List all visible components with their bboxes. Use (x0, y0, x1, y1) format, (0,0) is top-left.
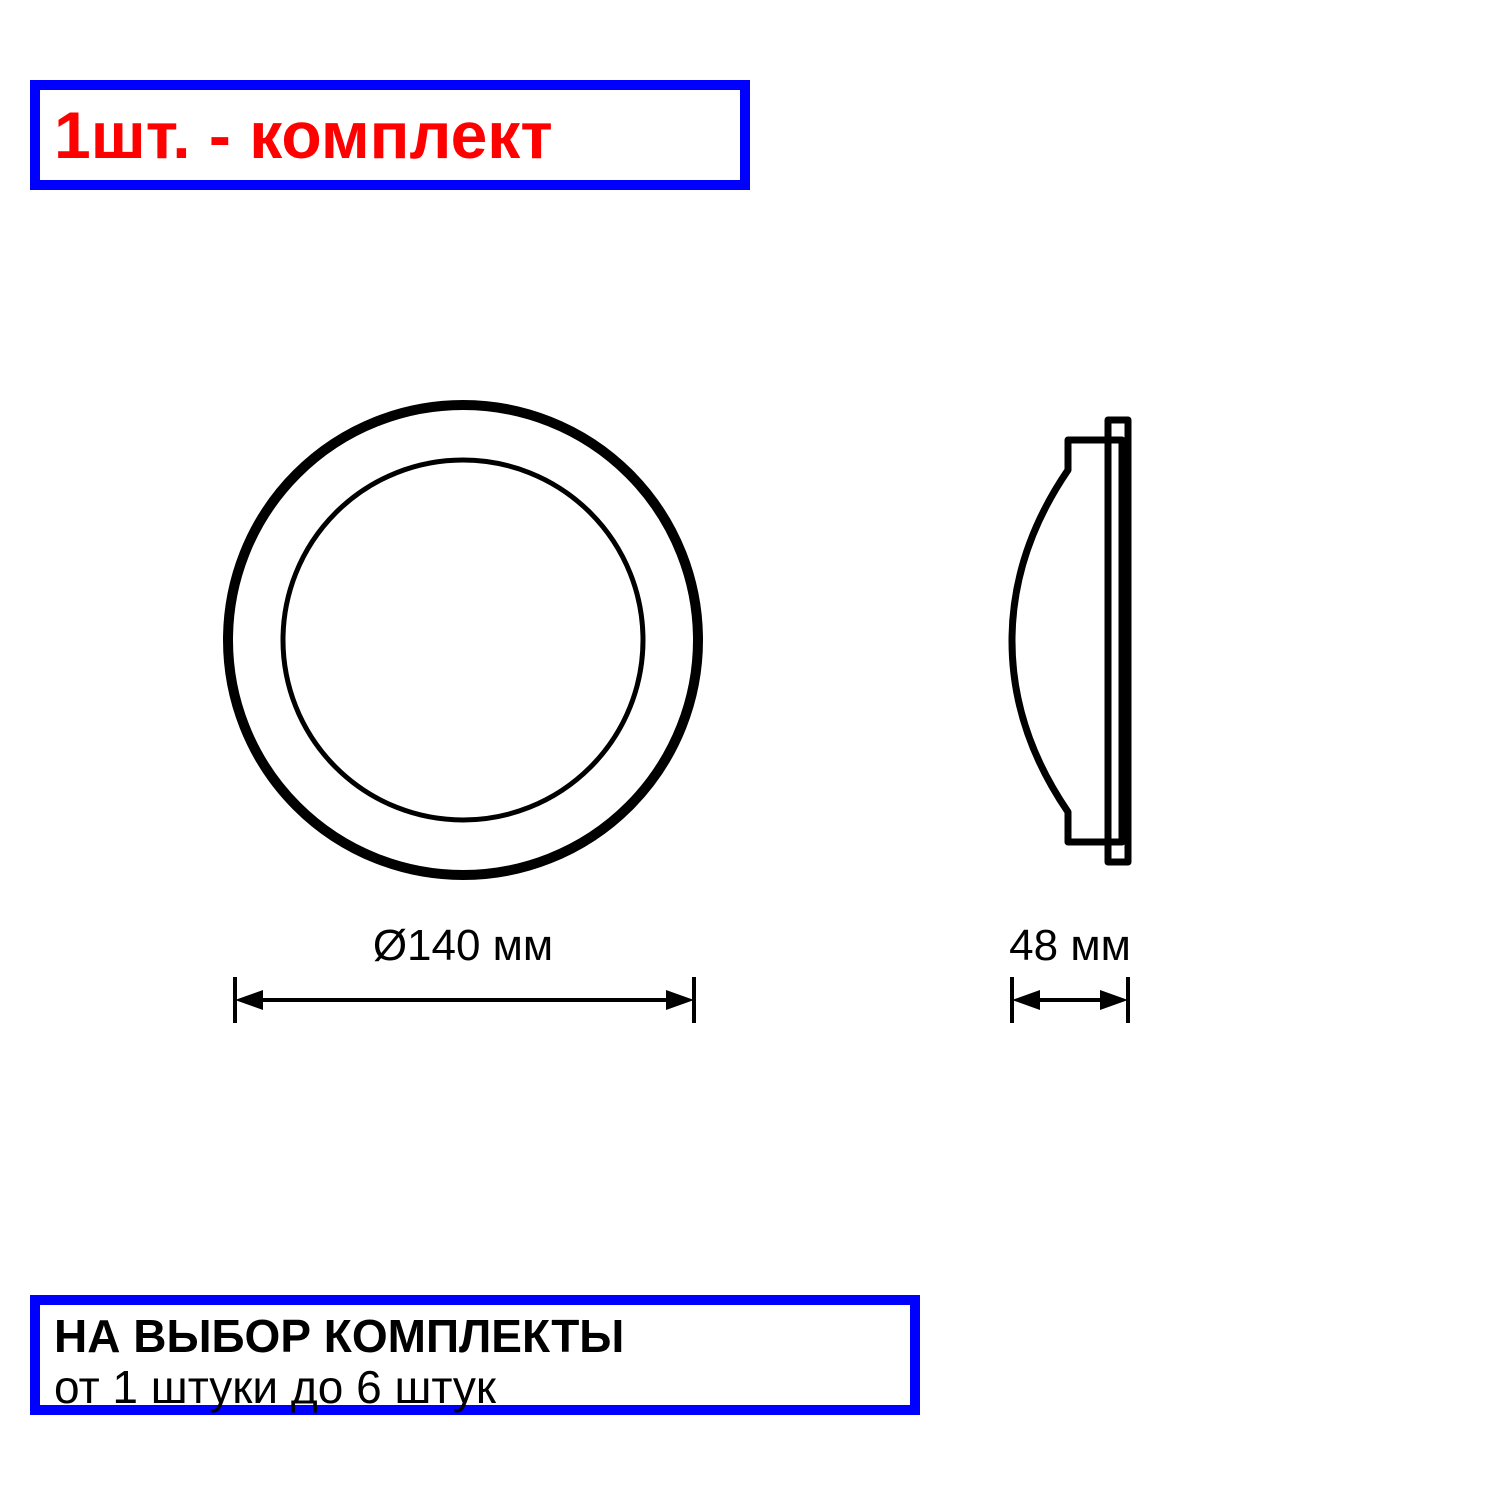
side-view (1012, 420, 1128, 862)
dimension-depth-label: 48 мм (1009, 921, 1131, 970)
technical-drawing: Ø140 мм 48 мм (0, 0, 1500, 1500)
side-body (1012, 440, 1108, 842)
dimension-diameter: Ø140 мм (235, 921, 694, 1023)
dimension-depth: 48 мм (1009, 921, 1131, 1023)
dimension-diameter-label: Ø140 мм (373, 921, 553, 970)
outer-ring (228, 405, 698, 875)
front-view (228, 405, 698, 875)
